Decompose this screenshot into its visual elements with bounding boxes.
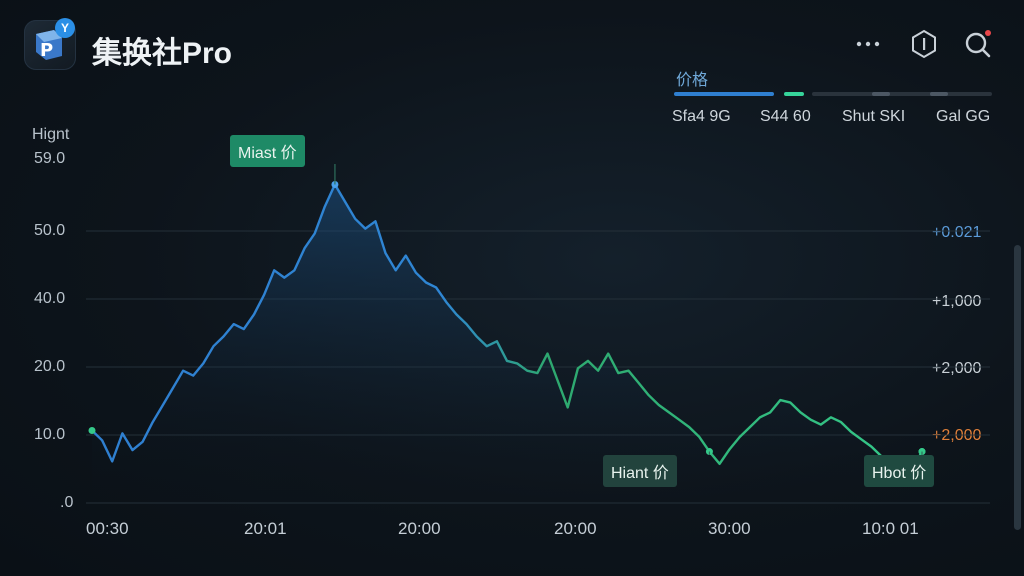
y-tick-label: 59.0: [34, 150, 66, 167]
x-tick-label: 20:00: [554, 519, 597, 538]
x-tick-label: 10:0 01: [862, 519, 919, 538]
low-callout[interactable]: Hiant 价: [603, 455, 677, 487]
start-point[interactable]: [88, 426, 96, 434]
y-tick-label: 40.0: [34, 290, 66, 307]
search-icon[interactable]: [962, 28, 994, 60]
legend-item-1[interactable]: Sfa4 9G: [672, 108, 731, 125]
legend-track-rest: [812, 92, 992, 96]
series-points: [88, 164, 926, 456]
legend-track-4: [930, 92, 948, 96]
app-title: 集换社Pro: [92, 37, 233, 70]
more-icon[interactable]: [852, 28, 884, 60]
y2-tick-label: +0.021: [932, 224, 982, 241]
y2-tick-label: +1,000: [932, 293, 982, 310]
legend-item-2[interactable]: S44 60: [760, 108, 811, 125]
y-tick-label: 50.0: [34, 222, 66, 239]
legend-track-3: [872, 92, 890, 96]
legend-track-2: [784, 92, 804, 96]
legend-track-1: [674, 92, 774, 96]
legend-item-3[interactable]: Shut SKI: [842, 108, 906, 125]
x-tick-label: 00:30: [86, 519, 129, 538]
logo-badge: Y: [55, 18, 75, 38]
price-series-line: [91, 183, 924, 471]
svg-text:P: P: [40, 40, 53, 61]
app-header: P Y 集换社Pro: [0, 0, 1024, 90]
y-tick-label: .0: [60, 494, 74, 511]
x-tick-label: 20:00: [398, 519, 441, 538]
y2-tick-label: +2,000: [932, 360, 982, 377]
x-tick-label: 20:01: [244, 519, 287, 538]
vertical-scrollbar[interactable]: [1014, 245, 1021, 530]
hexagon-info-icon[interactable]: [908, 28, 940, 60]
end-callout[interactable]: Hbot 价: [864, 455, 935, 487]
peak-callout[interactable]: Miast 价: [230, 135, 305, 167]
y-tick-label: 20.0: [34, 358, 66, 375]
y-tick-label: 10.0: [34, 426, 66, 443]
x-tick-label: 30:00: [708, 519, 751, 538]
legend-item-4[interactable]: Gal GG: [936, 108, 991, 125]
legend-title: 价格: [676, 72, 709, 89]
y-axis-title: Hignt: [32, 126, 70, 143]
price-area-fill: [92, 184, 922, 503]
